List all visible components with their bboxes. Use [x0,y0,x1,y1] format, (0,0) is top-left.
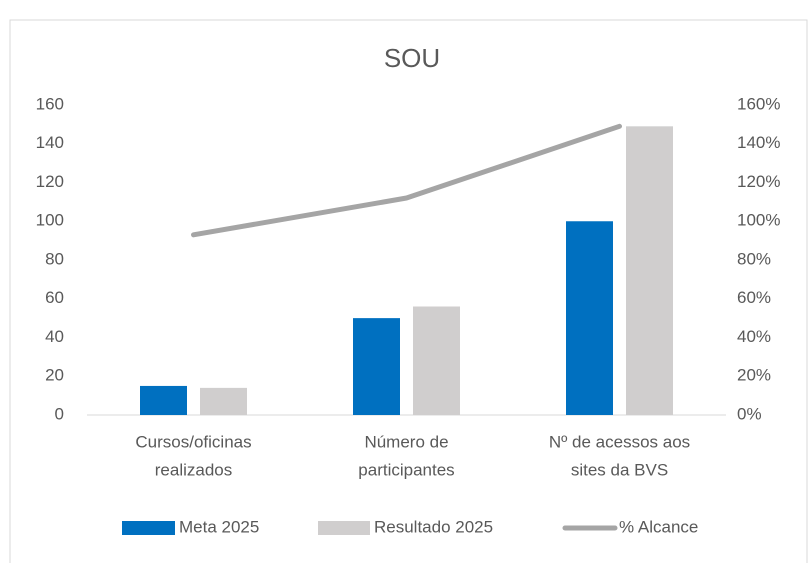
y-tick-label: 120 [36,172,64,191]
y2-tick-label: 60% [737,288,771,307]
y-tick-label: 140 [36,133,64,152]
x-tick-label: Número de [364,432,448,451]
x-tick-label: participantes [358,460,454,479]
y-tick-label: 160 [36,94,64,113]
y-tick-label: 60 [45,288,64,307]
y-tick-label: 40 [45,327,64,346]
y2-tick-label: 120% [737,172,780,191]
x-tick-label: Cursos/oficinas [135,432,251,451]
chart-frame [9,19,808,563]
chart-title: SOU [384,43,440,73]
legend-label: Meta 2025 [179,517,259,536]
y2-tick-label: 0% [737,404,762,423]
line [191,123,622,238]
legend-label: Resultado 2025 [374,517,493,536]
legend-swatch [318,521,370,535]
x-tick-label: Nº de acessos aos [549,432,690,451]
x-tick-label: sites da BVS [571,460,668,479]
y2-tick-label: 140% [737,133,780,152]
y2-tick-label: 40% [737,327,771,346]
bar [200,387,247,415]
y2-tick-label: 160% [737,94,780,113]
bar [353,318,400,415]
bar [413,306,460,415]
y2-tick-label: 100% [737,211,780,230]
legend-swatch [122,521,175,535]
y-tick-label: 0 [55,404,64,423]
y2-tick-label: 80% [737,249,771,268]
bar [626,126,673,415]
y-tick-label: 100 [36,211,64,230]
bar [140,385,187,415]
bar [566,221,613,415]
legend-label: % Alcance [619,517,698,536]
x-tick-label: realizados [155,460,233,479]
y-tick-label: 80 [45,249,64,268]
y-tick-label: 20 [45,366,64,385]
y2-tick-label: 20% [737,366,771,385]
